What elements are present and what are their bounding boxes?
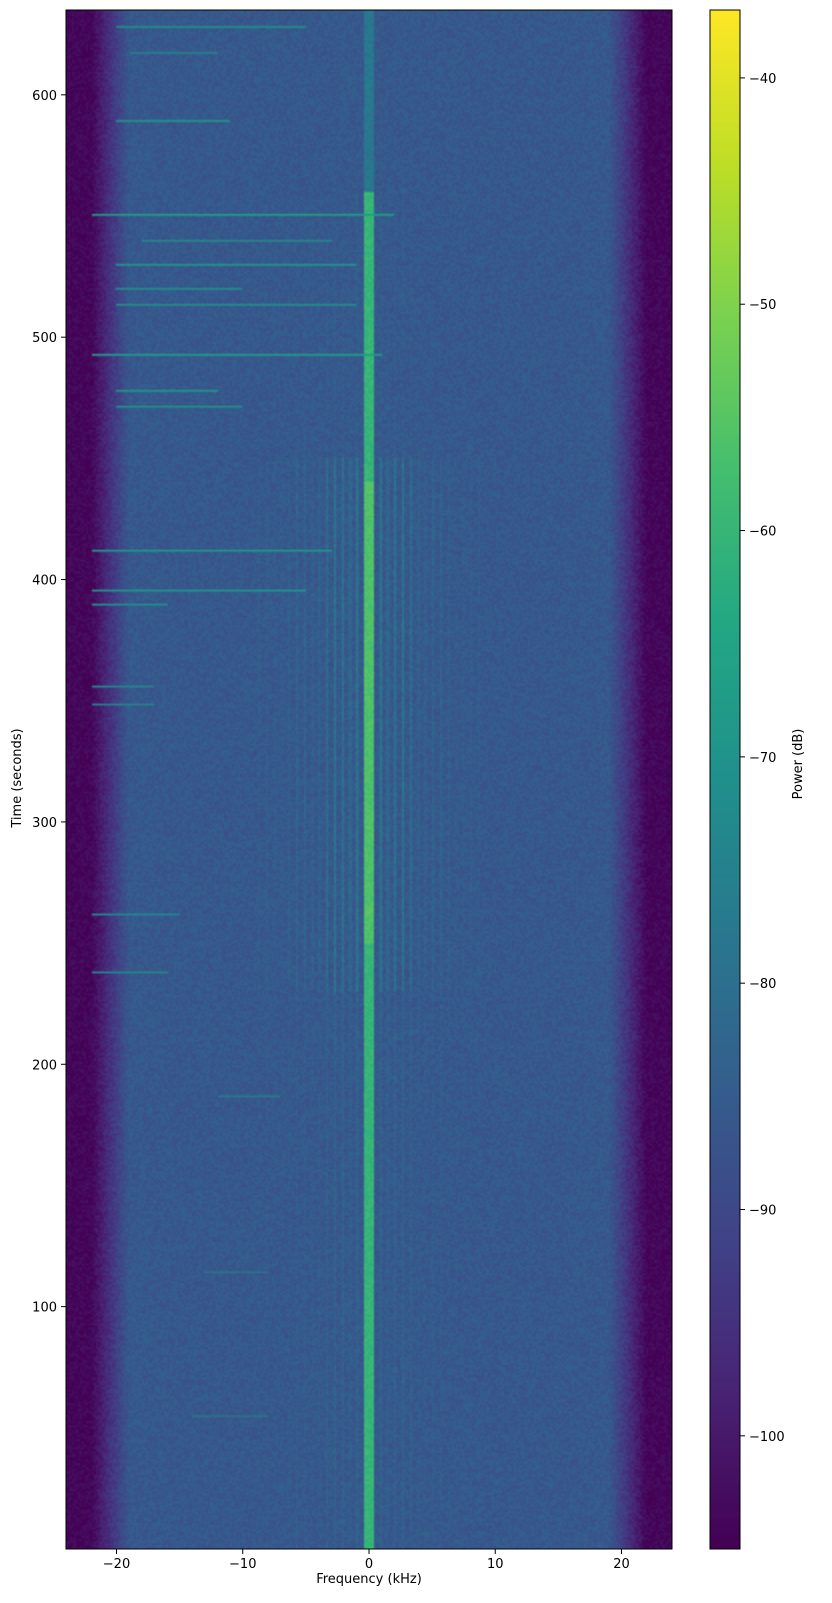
y-axis-ticks: 100 200 300 400 500 600 <box>32 89 66 1316</box>
y-tick-label: 100 <box>32 1301 57 1316</box>
y-tick-label: 300 <box>32 816 57 831</box>
colorbar-label: Power (dB) <box>791 729 806 800</box>
spectrogram-plot-area <box>65 9 673 1550</box>
colorbar-gradient <box>710 10 740 1549</box>
colorbar-tick-label: −90 <box>749 1204 776 1219</box>
x-axis-label: Frequency (kHz) <box>316 1572 422 1587</box>
y-tick-label: 400 <box>32 574 57 589</box>
colorbar-ticks: −40 −50 −60 −70 −80 −90 −100 <box>740 72 785 1445</box>
colorbar-tick-label: −80 <box>749 977 776 992</box>
colorbar-tick-label: −40 <box>749 72 776 87</box>
x-axis-ticks: −20 −10 0 10 20 <box>103 1549 630 1572</box>
colorbar-tick-label: −100 <box>749 1430 785 1445</box>
x-tick-label: −10 <box>229 1557 256 1572</box>
y-tick-label: 200 <box>32 1058 57 1073</box>
y-axis-label: Time (seconds) <box>10 728 25 828</box>
y-tick-label: 600 <box>32 89 57 104</box>
spectrogram-heatmap <box>66 10 672 1549</box>
colorbar-tick-label: −50 <box>749 298 776 313</box>
y-tick-label: 500 <box>32 331 57 346</box>
x-tick-label: 10 <box>487 1557 504 1572</box>
colorbar-tick-label: −70 <box>749 751 776 766</box>
x-tick-label: −20 <box>103 1557 130 1572</box>
colorbar-frame <box>709 9 741 1550</box>
colorbar: −40 −50 −60 −70 −80 −90 −100 Power (dB) <box>709 9 806 1550</box>
colorbar-tick-label: −60 <box>749 525 776 540</box>
x-tick-label: 20 <box>613 1557 630 1572</box>
x-tick-label: 0 <box>365 1557 373 1572</box>
